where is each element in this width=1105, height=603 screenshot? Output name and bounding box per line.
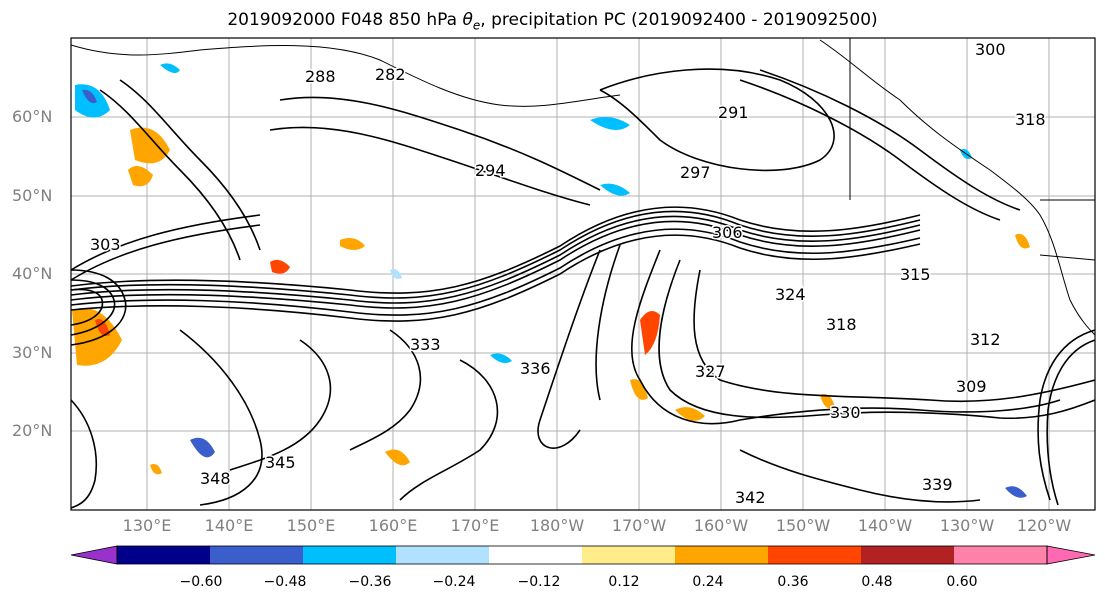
contour-label: 318 [1015, 110, 1046, 129]
lon-label: 130°E [122, 516, 172, 535]
contour-label: 291 [718, 103, 749, 122]
theta-e-contours [71, 68, 1095, 509]
colorbar-tick: 0.48 [861, 574, 893, 590]
lon-label: 160°W [693, 516, 749, 535]
precip-blob [490, 353, 512, 363]
precip-blob [385, 449, 410, 466]
precip-shading-negative [75, 63, 1027, 498]
colorbar-tick: 0.36 [777, 574, 809, 590]
lon-label: 130°W [939, 516, 995, 535]
map-title: 2019092000 F048 850 hPa θe, precipitatio… [227, 10, 878, 33]
contour-label: 330 [830, 403, 861, 422]
contour-label: 345 [265, 453, 296, 472]
lon-label: 150°E [286, 516, 336, 535]
coastlines [71, 38, 1095, 336]
contour-label: 318 [826, 315, 857, 334]
lon-label: 140°E [204, 516, 254, 535]
precip-blob [95, 319, 110, 336]
contour-label-group: 282 288 294 297 291 300 303 306 309 318 … [89, 39, 1048, 509]
contour-label: 309 [956, 377, 987, 396]
contour-label: 300 [975, 40, 1006, 59]
lon-label: 140°W [857, 516, 913, 535]
precip-blob [600, 183, 630, 196]
graticule [71, 38, 1095, 510]
lon-label: 160°E [368, 516, 418, 535]
lat-label: 50°N [12, 186, 53, 205]
contour-label: 333 [410, 335, 441, 354]
lat-label: 40°N [12, 264, 53, 283]
colorbar-tick: 0.24 [692, 574, 724, 590]
precip-blob [590, 116, 630, 130]
precip-shading-positive [72, 127, 1030, 475]
colorbar-tick: −0.12 [517, 574, 561, 590]
contour-label: 315 [900, 265, 931, 284]
contour-label: 339 [922, 475, 953, 494]
lon-label: 120°W [1016, 516, 1072, 535]
map-plot: 282 288 294 297 291 300 303 306 309 318 … [70, 37, 1096, 511]
contour-label: 282 [375, 65, 406, 84]
contour-label: 303 [90, 235, 121, 254]
colorbar-tick: −0.48 [263, 574, 307, 590]
colorbar-tick: 0.60 [946, 574, 978, 590]
lon-label: 180°W [529, 516, 585, 535]
contour-label: 288 [305, 67, 336, 86]
lat-label: 30°N [12, 343, 53, 362]
precip-blob [128, 166, 153, 187]
precip-blob [1005, 486, 1027, 498]
lon-label: 150°W [775, 516, 831, 535]
contour-label: 312 [970, 330, 1001, 349]
precip-blob [190, 437, 215, 458]
precip-blob [82, 89, 97, 104]
precip-blob [390, 269, 402, 279]
colorbar-tick: −0.60 [179, 574, 223, 590]
contour-label: 348 [200, 469, 231, 488]
colorbar-tick: 0.12 [608, 574, 640, 590]
colorbar-tick: −0.36 [348, 574, 392, 590]
lat-label: 20°N [12, 421, 53, 440]
contour-label: 306 [712, 223, 743, 242]
precip-blob [150, 464, 162, 475]
lon-label: 170°E [450, 516, 500, 535]
contour-label: 324 [775, 285, 806, 304]
precip-blob [160, 63, 180, 74]
contour-label: 294 [475, 161, 506, 180]
precip-blob [270, 259, 290, 274]
precip-blob [630, 379, 648, 400]
lon-label: 170°W [611, 516, 667, 535]
precip-blob [640, 311, 660, 355]
precip-blob [340, 238, 365, 250]
precip-blob [820, 393, 835, 409]
precip-blob [1015, 233, 1030, 249]
contour-label: 336 [520, 359, 551, 378]
lat-label: 60°N [12, 107, 53, 126]
precip-blob [675, 407, 705, 421]
contour-label: 342 [735, 488, 766, 507]
contour-label: 327 [695, 362, 726, 381]
precip-blob [130, 127, 170, 164]
colorbar-tick: −0.24 [432, 574, 476, 590]
contour-label: 297 [680, 163, 711, 182]
map-frame [70, 37, 1096, 511]
